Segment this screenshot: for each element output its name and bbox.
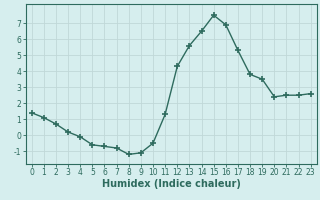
X-axis label: Humidex (Indice chaleur): Humidex (Indice chaleur)	[102, 179, 241, 189]
